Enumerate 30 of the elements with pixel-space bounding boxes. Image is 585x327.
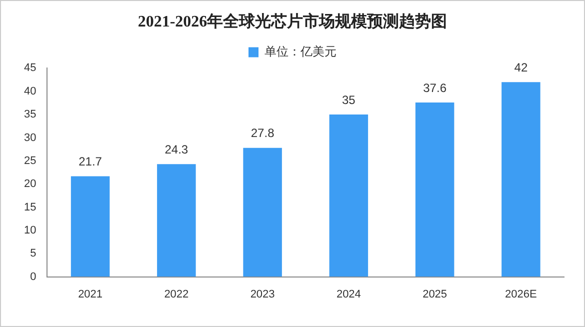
- y-tick-label: 20: [24, 178, 36, 190]
- x-tick-label: 2021: [78, 288, 103, 300]
- data-label: 24.3: [164, 142, 188, 156]
- bar: [157, 164, 196, 277]
- bar: [70, 176, 110, 277]
- legend-label: 单位：亿美元: [264, 44, 336, 58]
- y-tick-label: 30: [24, 132, 36, 144]
- x-tick-label: 2024: [336, 288, 361, 300]
- x-tick-label: 2025: [422, 288, 448, 300]
- y-tick-label: 0: [30, 270, 36, 283]
- data-label: 35: [342, 92, 356, 107]
- data-label: 27.8: [250, 126, 275, 140]
- x-tick-label: 2022: [164, 288, 189, 300]
- y-tick-label: 10: [24, 224, 36, 236]
- y-tick-label: 5: [30, 248, 36, 260]
- data-label: 37.6: [423, 80, 447, 95]
- y-tick-label: 25: [24, 154, 36, 167]
- data-label: 21.7: [78, 154, 102, 169]
- bar: [329, 114, 368, 277]
- bar: [415, 102, 454, 277]
- x-tick-label: 2026E: [505, 288, 537, 300]
- y-tick-label: 35: [24, 108, 36, 121]
- y-tick-label: 40: [24, 85, 36, 98]
- chart-title: 2021-2026年全球光芯片市场规模预测趋势图: [138, 12, 448, 31]
- bar: [243, 148, 282, 277]
- y-tick-label: 45: [24, 62, 36, 74]
- data-label: 42: [514, 60, 528, 74]
- bar: [502, 82, 540, 277]
- y-tick-label: 15: [24, 201, 36, 214]
- x-tick-label: 2023: [250, 288, 275, 300]
